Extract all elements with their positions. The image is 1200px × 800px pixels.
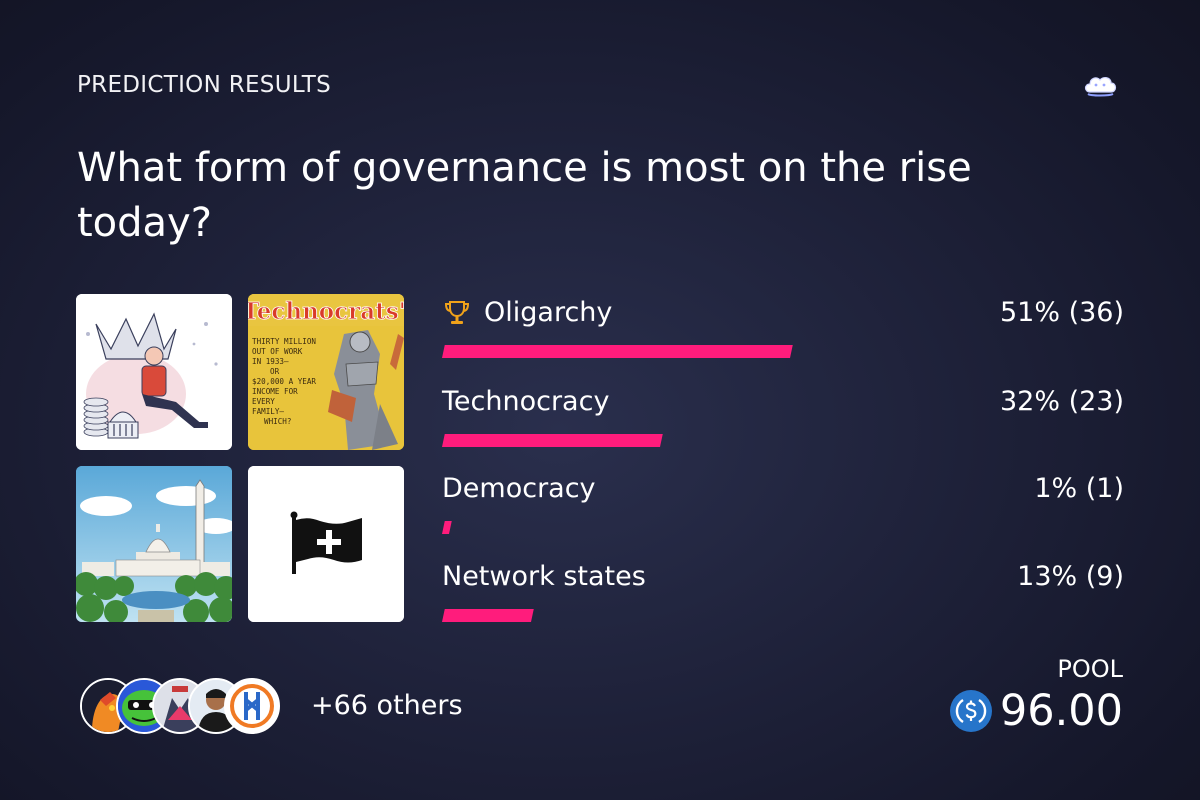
svg-text:IN 1933—: IN 1933— [252,357,289,366]
svg-text:THIRTY MILLION: THIRTY MILLION [252,337,316,346]
option-result: 13% (9) [1017,561,1124,592]
option-bar [442,434,663,447]
pool-amount: 96.00 [999,686,1123,736]
option-bar-track [442,521,1124,534]
svg-text:WHICH?: WHICH? [264,417,291,426]
avatar [224,678,280,734]
option-network-states: Network states 13% (9) [442,561,1124,622]
option-label: Technocracy [442,386,610,417]
option-bar-track [442,609,1124,622]
washington-capitol-illustration [76,466,232,622]
svg-text:EVERY: EVERY [252,397,275,406]
option-result: 51% (36) [999,297,1124,328]
option-label: Democracy [442,473,596,504]
trophy-icon [444,300,470,324]
usdc-icon [949,690,992,732]
oligarchy-illustration [76,294,232,450]
option-bar [442,521,452,534]
svg-text:$20,000 A YEAR: $20,000 A YEAR [252,377,316,386]
participant-avatars [80,678,300,736]
option-bar [442,609,534,622]
cloud-logo-icon [1084,77,1117,97]
option-bar [442,345,793,358]
option-oligarchy: Oligarchy 51% (36) [442,297,1124,358]
option-bar-track [442,345,1124,358]
option-label: Oligarchy [484,297,613,328]
option-democracy: Democracy 1% (1) [442,473,1124,534]
svg-text:OR: OR [270,367,280,376]
option-result: 32% (23) [999,386,1124,417]
others-count: +66 others [311,690,463,721]
technocrats-magazine-cover: Technocrats' THIRTY MILLION OUT OF WORK … [248,294,404,450]
header-label: PREDICTION RESULTS [77,72,332,98]
flag-plus-icon [248,466,404,622]
option-label: Network states [442,561,646,592]
prediction-question: What form of governance is most on the r… [77,145,972,246]
option-result: 1% (1) [1034,473,1124,504]
option-technocracy: Technocracy 32% (23) [442,386,1124,447]
pool-amount-row: 96.00 [949,686,1123,736]
network-state-flag [248,466,404,622]
svg-text:OUT OF WORK: OUT OF WORK [252,347,303,356]
svg-text:INCOME FOR: INCOME FOR [252,387,298,396]
magazine-title: Technocrats' [248,298,404,325]
pool-label: POOL [1057,655,1123,683]
svg-text:FAMILY—: FAMILY— [252,407,284,416]
option-bar-track [442,434,1124,447]
